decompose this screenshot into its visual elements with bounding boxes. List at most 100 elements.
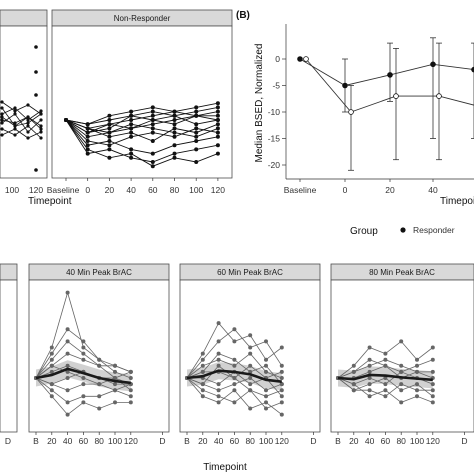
participant-point <box>279 363 284 368</box>
legend-marker-responder <box>400 227 406 233</box>
participant-point <box>415 394 419 399</box>
non-responder-point <box>172 118 177 122</box>
non-responder-point <box>215 143 220 148</box>
tick-label: 60 <box>381 436 391 446</box>
partial-point <box>13 124 17 128</box>
tick-label: 80 <box>396 436 406 446</box>
non-responder-point <box>215 134 220 139</box>
participant-point <box>248 388 253 393</box>
non-responder-point <box>194 126 199 131</box>
tick-label: 80 <box>245 436 255 446</box>
non-responder-point <box>129 109 134 114</box>
partial-point <box>13 106 17 110</box>
non-responder-point <box>107 143 112 148</box>
tick-label: Baseline <box>284 185 317 195</box>
non-responder-point <box>64 118 68 122</box>
participant-point <box>367 363 372 368</box>
median-point <box>348 109 354 115</box>
non-responder-point <box>215 113 220 118</box>
x-axis-title-bottom: Timepoint <box>203 462 247 473</box>
tick-label: 0 <box>343 185 348 195</box>
participant-point <box>351 388 356 393</box>
non-responder-point <box>150 105 155 110</box>
partial-point <box>0 106 4 110</box>
participant-point <box>200 351 205 356</box>
non-responder-point <box>85 126 90 131</box>
median-x-ticks: Baseline 0 20 40 <box>284 179 438 195</box>
participant-point <box>216 363 221 368</box>
non-responder-point <box>194 105 199 110</box>
non-responder-point <box>107 147 112 152</box>
y-axis-title-median-bsed: Median BSED, Normalized <box>254 44 265 163</box>
partial-point <box>0 121 4 125</box>
participant-point <box>65 290 70 295</box>
non-responder-point <box>150 151 155 156</box>
participant-point <box>399 363 404 368</box>
median-point <box>393 93 399 99</box>
tick-label: 40 <box>214 436 224 446</box>
non-responder-point <box>172 151 177 156</box>
tick-label: 100 <box>189 185 203 195</box>
tick-label: 40 <box>428 185 438 195</box>
participant-point <box>232 388 237 393</box>
participant-point <box>232 382 237 387</box>
partial-point <box>26 115 30 119</box>
participant-point <box>367 345 372 350</box>
legend-label-responder: Responder <box>413 225 455 235</box>
partial-point <box>0 133 4 137</box>
non-responder-point <box>107 118 112 122</box>
mean-line <box>35 367 131 385</box>
participant-point <box>81 376 86 380</box>
participant-point <box>49 382 54 387</box>
y-tick-label: -5 <box>272 81 280 91</box>
participant-point <box>216 339 221 344</box>
participant-point <box>430 382 435 387</box>
participant-point <box>279 412 284 417</box>
non-responder-point <box>129 126 134 131</box>
non-responder-point <box>172 126 177 131</box>
tick-label: 0 <box>85 185 90 195</box>
tick-label: 120 <box>275 436 289 446</box>
participant-point <box>200 388 205 393</box>
participant-point <box>430 357 435 362</box>
tick-label: 100 <box>410 436 424 446</box>
tick-label: 120 <box>29 185 43 195</box>
non-responder-point <box>215 122 220 127</box>
participant-point <box>430 345 435 350</box>
non-responder-point <box>107 122 112 127</box>
partial-point <box>0 112 4 116</box>
participant-point <box>383 357 388 362</box>
participant-point <box>383 376 388 380</box>
participant-point <box>49 394 54 399</box>
median-y-axis: 0 -5 -10 -15 -20 <box>268 54 286 170</box>
partial-point <box>0 100 4 104</box>
participant-point <box>248 376 253 380</box>
non-responder-point <box>85 143 90 148</box>
participant-point <box>383 394 388 399</box>
participant-point <box>367 382 372 387</box>
participant-point <box>232 376 237 380</box>
participant-point <box>216 351 221 356</box>
participant-point <box>216 382 221 387</box>
non-responder-point <box>150 164 155 169</box>
tick-label: 20 <box>198 436 208 446</box>
bottom-x-ticks: B 20 40 60 80 100 120 D B 20 40 60 80 100 120 D B 20 40 60 8… <box>33 432 467 446</box>
tick-label: 100 <box>259 436 273 446</box>
participant-point <box>383 388 388 393</box>
participant-point <box>97 363 102 368</box>
participant-point <box>399 382 404 387</box>
participant-point <box>49 345 54 350</box>
participant-point <box>113 363 117 368</box>
participant-point <box>264 339 268 344</box>
participant-point <box>128 369 133 374</box>
participant-point <box>113 369 117 374</box>
participant-point <box>264 363 268 368</box>
participant-point <box>232 400 237 405</box>
non-responder-point <box>85 147 90 152</box>
partial-point <box>0 127 4 131</box>
non-responder-point <box>150 139 155 143</box>
partial-point <box>39 124 43 128</box>
x-axis-title-top-right: Timepoint <box>440 196 474 207</box>
tick-label: 40 <box>63 436 73 446</box>
tick-label: 100 <box>108 436 122 446</box>
